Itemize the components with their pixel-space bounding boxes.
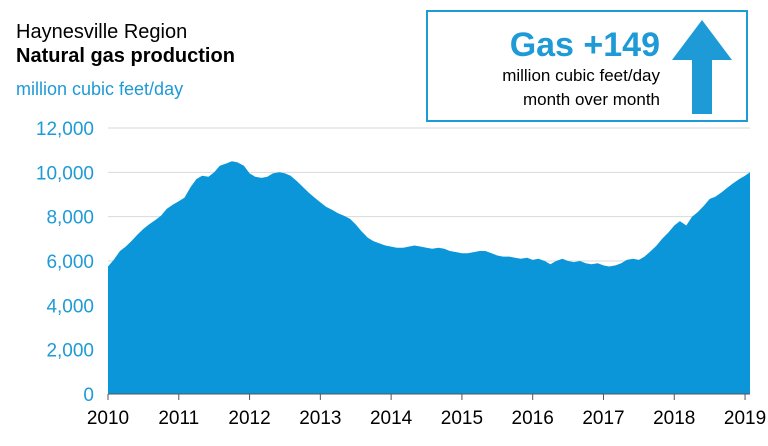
y-tick-label: 0 xyxy=(83,385,94,406)
y-tick-label: 6,000 xyxy=(46,252,94,273)
x-tick-label: 2016 xyxy=(512,408,554,429)
y-tick-label: 2,000 xyxy=(46,341,94,362)
production-area-series xyxy=(108,161,750,394)
x-tick-label: 2014 xyxy=(370,408,413,429)
mom-change-callout: Gas +149 million cubic feet/day month ov… xyxy=(426,10,748,122)
x-tick-label: 2017 xyxy=(582,408,624,429)
units-label: million cubic feet/day xyxy=(16,79,184,99)
x-tick-label: 2012 xyxy=(228,408,270,429)
x-tick-label: 2011 xyxy=(158,408,199,429)
y-tick-label: 4,000 xyxy=(46,296,94,317)
title-block: Haynesville Region Natural gas productio… xyxy=(16,20,235,100)
callout-units: million cubic feet/day xyxy=(502,66,660,85)
y-tick-label: 10,000 xyxy=(36,163,94,184)
callout-period: month over month xyxy=(522,90,660,109)
up-arrow-icon xyxy=(672,20,732,114)
callout-headline: Gas +149 xyxy=(509,26,660,64)
x-tick-label: 2013 xyxy=(299,408,341,429)
x-tick-label: 2010 xyxy=(87,408,129,429)
region-label: Haynesville Region xyxy=(16,21,188,43)
x-tick-label: 2015 xyxy=(441,408,483,429)
x-tick-label: 2019 xyxy=(724,408,766,429)
x-tick-label: 2018 xyxy=(653,408,695,429)
y-tick-label: 8,000 xyxy=(46,208,94,229)
y-tick-label: 12,000 xyxy=(36,119,94,140)
chart-title: Natural gas production xyxy=(16,45,235,67)
